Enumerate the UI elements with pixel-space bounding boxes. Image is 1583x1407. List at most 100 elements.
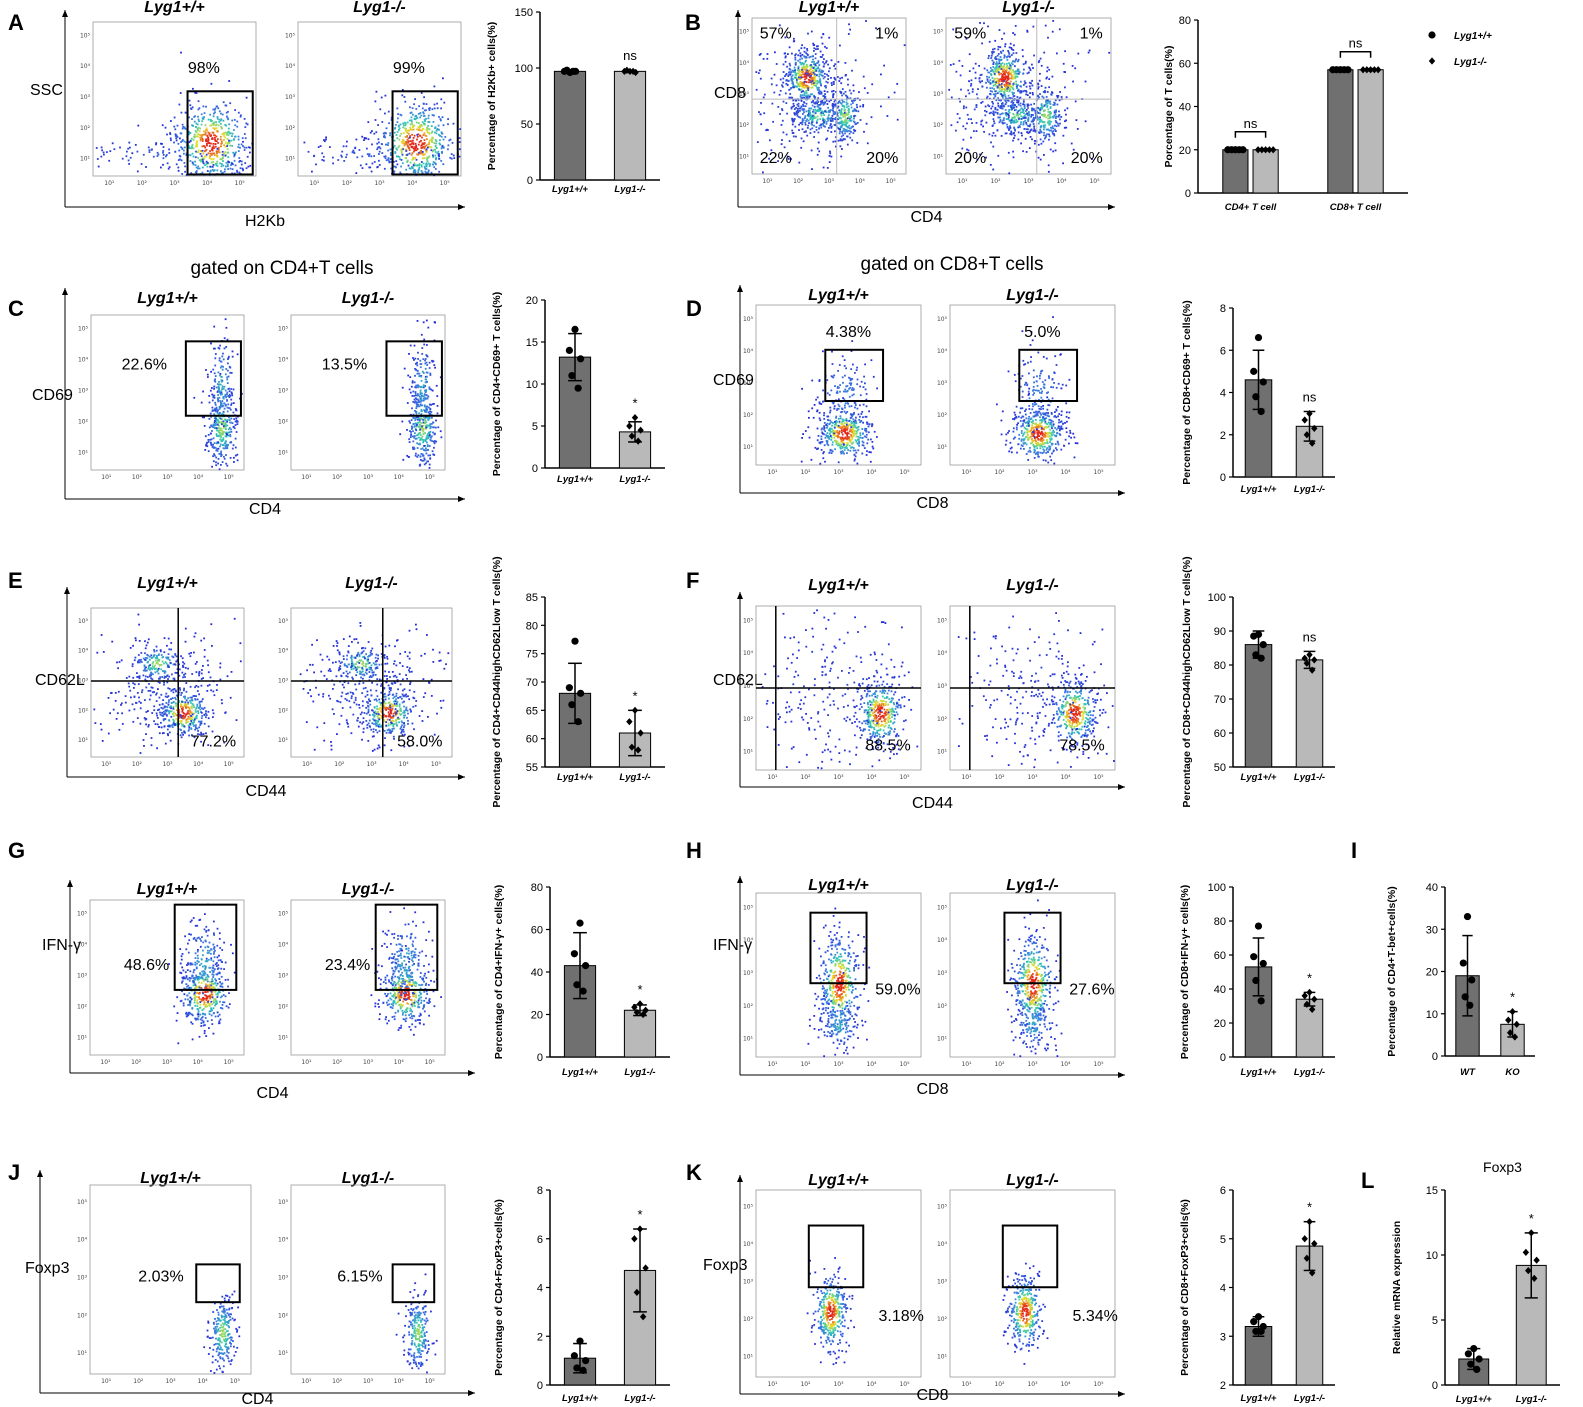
density-dot [417,153,420,156]
density-dot [870,359,873,362]
density-dot [794,125,797,128]
density-dot [228,393,231,396]
density-dot [191,143,194,146]
density-dot [218,383,221,386]
density-dot [222,405,224,407]
density-dot [341,155,343,158]
density-dot [229,132,232,135]
density-dot [394,151,397,153]
density-dot [213,347,215,350]
density-dot [802,90,804,92]
density-dot [1003,78,1006,80]
density-dot [997,97,999,99]
density-dot [825,86,827,89]
density-dot [341,150,344,153]
density-dot [782,131,785,134]
x-tick-label: 10⁴ [866,469,877,476]
density-dot [1002,88,1005,91]
density-dot [398,127,401,130]
density-dot [823,412,826,414]
density-dot [1046,106,1048,108]
y-tick-label: 10¹ [739,153,750,160]
density-dot [221,355,224,358]
density-dot [422,395,425,398]
density-dot [1032,123,1035,125]
density-dot [1000,107,1002,109]
density-dot [387,142,390,144]
density-dot [221,142,223,144]
y-tick-label: 10² [743,412,754,419]
density-dot [880,105,882,108]
density-dot [1023,128,1026,130]
density-dot [812,78,815,81]
density-dot [767,129,769,131]
density-dot [419,116,421,119]
density-dot [423,458,426,461]
density-dot [805,66,808,69]
density-dot [421,395,424,397]
density-dot [861,437,864,439]
density-dot [366,147,368,150]
density-dot [215,407,218,410]
density-dot [886,115,889,117]
density-dot [996,71,999,73]
density-dot [833,374,836,377]
density-dot [180,51,182,54]
density-dot [988,55,990,57]
density-dot [812,58,814,61]
density-dot [209,170,212,173]
density-dot [427,326,430,329]
density-dot [211,406,214,409]
density-dot [433,440,435,443]
density-dot [959,74,962,77]
density-dot [850,103,852,106]
density-dot [836,440,839,443]
density-dot [240,114,242,117]
density-dot [127,159,130,162]
density-dot [786,65,788,68]
density-dot [985,81,987,84]
density-dot [420,161,423,163]
density-dot [823,451,825,453]
density-dot [1015,85,1018,88]
density-dot [1003,105,1006,108]
density-dot [832,430,835,433]
density-dot [883,64,885,67]
density-dot [852,441,855,444]
density-dot [212,142,215,145]
density-dot [852,84,855,87]
density-dot [428,165,431,167]
density-dot [828,452,831,454]
density-dot [1019,90,1021,93]
density-dot [793,108,796,110]
density-dot [220,118,223,121]
x-tick-label: 10³ [833,469,844,476]
density-dot [200,150,202,152]
density-dot [210,161,213,164]
density-dot [859,434,862,437]
density-dot [803,96,806,99]
density-dot [859,119,862,121]
density-dot [217,441,220,444]
density-dot [226,400,228,402]
density-dot [809,95,811,98]
density-dot [812,44,815,47]
density-dot [829,433,831,435]
density-dot [415,407,418,410]
density-dot [211,119,213,122]
density-dot [417,393,419,395]
density-dot [849,440,852,443]
density-dot [409,344,412,347]
density-dot [789,64,792,67]
density-dot [1005,97,1007,100]
density-dot [826,425,829,427]
density-dot [213,396,216,399]
density-dot [1033,128,1036,130]
density-dot [988,76,990,79]
density-dot [833,113,836,116]
density-dot [841,450,844,453]
density-dot [1010,71,1013,74]
density-dot [208,418,211,420]
density-dot [778,24,781,27]
density-dot [1039,158,1042,161]
